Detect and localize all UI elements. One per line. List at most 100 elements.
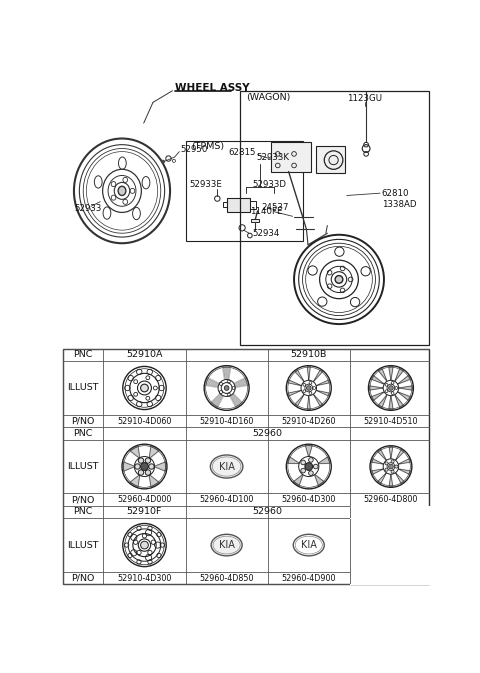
Circle shape xyxy=(335,275,343,283)
Polygon shape xyxy=(378,368,387,382)
Ellipse shape xyxy=(118,186,126,195)
Bar xyxy=(63,349,429,584)
Polygon shape xyxy=(398,459,410,464)
Ellipse shape xyxy=(210,455,243,478)
Circle shape xyxy=(301,468,305,473)
Polygon shape xyxy=(399,386,412,390)
Circle shape xyxy=(309,471,313,475)
Text: 52960-4D900: 52960-4D900 xyxy=(282,573,336,583)
Text: 52960-4D300: 52960-4D300 xyxy=(282,495,336,504)
Polygon shape xyxy=(316,390,330,396)
Text: 52910-4D160: 52910-4D160 xyxy=(199,417,254,425)
Polygon shape xyxy=(371,376,384,384)
Bar xyxy=(350,506,432,584)
Circle shape xyxy=(138,470,144,475)
Polygon shape xyxy=(316,380,330,386)
Circle shape xyxy=(162,160,165,163)
Text: 52934: 52934 xyxy=(252,229,279,238)
Text: 52950: 52950 xyxy=(180,145,207,154)
Polygon shape xyxy=(371,459,384,464)
Circle shape xyxy=(306,386,311,390)
Text: (WAGON): (WAGON) xyxy=(246,93,290,102)
Polygon shape xyxy=(389,474,393,487)
Circle shape xyxy=(141,462,148,470)
Polygon shape xyxy=(389,367,393,380)
Circle shape xyxy=(145,458,151,463)
Text: 52910A: 52910A xyxy=(126,351,163,359)
Polygon shape xyxy=(371,392,384,400)
Bar xyxy=(227,198,250,212)
Circle shape xyxy=(141,384,148,392)
Text: 1140FE: 1140FE xyxy=(250,207,282,216)
Text: P/NO: P/NO xyxy=(72,495,95,504)
Text: PNC: PNC xyxy=(73,429,93,438)
Circle shape xyxy=(218,380,235,396)
Circle shape xyxy=(134,456,155,476)
Circle shape xyxy=(383,380,399,396)
Text: 52910B: 52910B xyxy=(290,351,327,359)
Text: 52933D: 52933D xyxy=(252,180,286,189)
Polygon shape xyxy=(371,469,384,474)
Polygon shape xyxy=(318,457,330,464)
Text: 24537: 24537 xyxy=(262,203,289,212)
Text: ILLUST: ILLUST xyxy=(68,462,99,471)
Circle shape xyxy=(301,460,305,465)
Text: ILLUST: ILLUST xyxy=(68,384,99,392)
Circle shape xyxy=(138,458,144,463)
Text: 52910-4D300: 52910-4D300 xyxy=(117,573,172,583)
Bar xyxy=(252,219,259,223)
Polygon shape xyxy=(293,474,303,486)
Circle shape xyxy=(395,465,398,468)
Text: 52960-4D100: 52960-4D100 xyxy=(199,495,254,504)
Circle shape xyxy=(149,464,154,469)
Polygon shape xyxy=(130,446,140,458)
Polygon shape xyxy=(307,396,310,409)
Bar xyxy=(271,143,311,172)
Text: 52960-4D000: 52960-4D000 xyxy=(117,495,172,504)
Ellipse shape xyxy=(293,534,324,556)
Polygon shape xyxy=(378,472,386,484)
Text: 52933: 52933 xyxy=(74,204,101,213)
Bar xyxy=(223,203,228,207)
Polygon shape xyxy=(395,368,404,382)
Text: 1123GU: 1123GU xyxy=(347,94,382,103)
Text: KIA: KIA xyxy=(219,462,235,472)
Text: PNC: PNC xyxy=(73,351,93,359)
Polygon shape xyxy=(130,474,140,487)
Circle shape xyxy=(224,386,229,390)
Text: 62810: 62810 xyxy=(382,188,409,198)
Circle shape xyxy=(385,468,388,471)
Polygon shape xyxy=(378,394,387,408)
Polygon shape xyxy=(396,450,404,460)
Bar xyxy=(250,201,256,209)
Text: 52910-4D260: 52910-4D260 xyxy=(282,417,336,425)
Polygon shape xyxy=(154,462,166,471)
Polygon shape xyxy=(389,396,393,409)
Text: PNC: PNC xyxy=(73,507,93,516)
Text: ILLUST: ILLUST xyxy=(68,540,99,550)
Polygon shape xyxy=(295,394,304,406)
Text: KIA: KIA xyxy=(301,540,317,550)
Text: KIA: KIA xyxy=(219,540,235,550)
Text: 52960-4D800: 52960-4D800 xyxy=(364,495,418,504)
Polygon shape xyxy=(305,446,312,457)
Circle shape xyxy=(301,380,316,396)
Polygon shape xyxy=(313,369,323,382)
Circle shape xyxy=(145,470,151,475)
Polygon shape xyxy=(389,447,393,459)
Polygon shape xyxy=(123,462,135,471)
Bar xyxy=(240,91,429,345)
Text: 1338AD: 1338AD xyxy=(382,201,416,209)
Circle shape xyxy=(383,459,399,474)
Polygon shape xyxy=(397,376,411,384)
Polygon shape xyxy=(313,394,323,406)
Text: 52960: 52960 xyxy=(252,507,283,516)
Text: 52933E: 52933E xyxy=(190,180,222,189)
Polygon shape xyxy=(369,386,383,390)
Polygon shape xyxy=(378,450,386,460)
Polygon shape xyxy=(295,369,304,382)
Text: P/NO: P/NO xyxy=(72,417,95,425)
Text: 52960: 52960 xyxy=(252,429,283,438)
Bar xyxy=(350,571,433,573)
Text: 52933K: 52933K xyxy=(256,153,289,162)
